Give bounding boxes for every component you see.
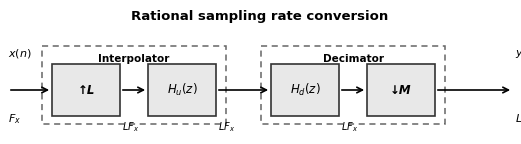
Text: $LF_x$: $LF_x$ xyxy=(341,120,358,134)
Bar xyxy=(261,46,445,124)
Text: $x(n)$: $x(n)$ xyxy=(8,47,32,60)
Text: $LF_x/M$: $LF_x/M$ xyxy=(515,112,521,126)
Text: Rational sampling rate conversion: Rational sampling rate conversion xyxy=(131,10,389,23)
Text: ↓M: ↓M xyxy=(390,84,412,96)
Text: $y(n)$: $y(n)$ xyxy=(515,46,521,60)
Text: Interpolator: Interpolator xyxy=(98,54,170,64)
Bar xyxy=(271,64,339,116)
Text: $H_d(z)$: $H_d(z)$ xyxy=(290,82,320,98)
Bar xyxy=(367,64,435,116)
Text: $F_x$: $F_x$ xyxy=(8,112,21,126)
Bar xyxy=(42,46,226,124)
Text: Decimator: Decimator xyxy=(322,54,383,64)
Text: $H_u(z)$: $H_u(z)$ xyxy=(167,82,197,98)
Text: $LF_x$: $LF_x$ xyxy=(218,120,235,134)
Text: ↑L: ↑L xyxy=(77,84,95,96)
Bar xyxy=(148,64,216,116)
Bar xyxy=(52,64,120,116)
Text: $LF_x$: $LF_x$ xyxy=(122,120,139,134)
